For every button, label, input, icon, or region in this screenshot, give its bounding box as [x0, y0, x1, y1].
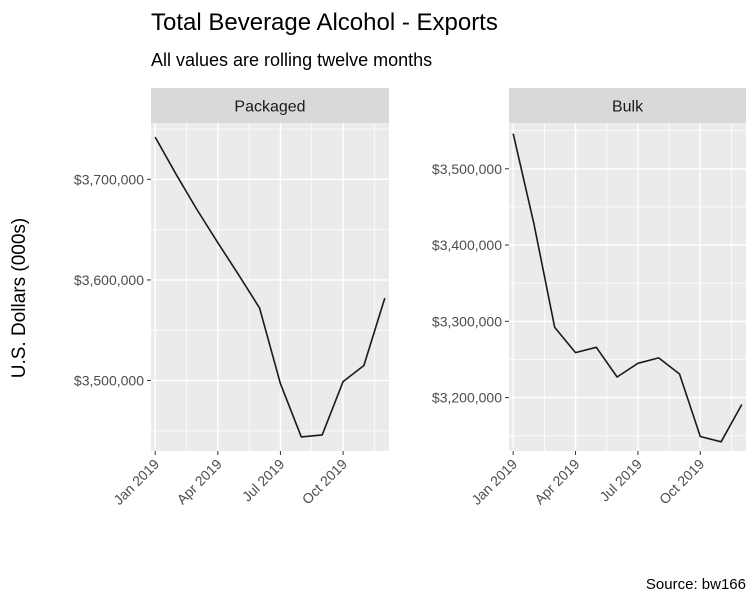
data-point — [216, 241, 220, 245]
data-point — [677, 372, 681, 376]
y-tick-label: $3,300,000 — [432, 313, 502, 329]
panel-bulk: Bulk $3,200,000 $3,300,000 $3,400,000 $3,500… — [432, 88, 746, 508]
data-point — [532, 222, 536, 226]
data-point — [553, 325, 557, 329]
data-point — [299, 435, 303, 439]
data-point — [153, 135, 157, 139]
x-tick-label: Jan 2019 — [110, 456, 162, 508]
data-point — [195, 208, 199, 212]
y-tick-label: $3,200,000 — [432, 390, 502, 406]
data-point — [615, 375, 619, 379]
data-point — [511, 132, 515, 136]
data-point — [719, 440, 723, 444]
x-tick-label: Oct 2019 — [656, 456, 708, 508]
panel-background — [151, 123, 389, 451]
facet-strip — [151, 88, 389, 123]
data-point — [740, 402, 744, 406]
y-tick-label: $3,500,000 — [74, 373, 144, 389]
data-point — [258, 306, 262, 310]
data-point — [174, 172, 178, 176]
series-line-packaged — [154, 136, 386, 438]
x-tick-label: Apr 2019 — [531, 456, 583, 508]
x-tick-label: Jul 2019 — [239, 456, 288, 505]
data-point — [594, 345, 598, 349]
panel-background — [509, 123, 746, 451]
x-tick-label: Jan 2019 — [468, 456, 520, 508]
chart-subtitle: All values are rolling twelve months — [151, 50, 432, 70]
data-point — [657, 356, 661, 360]
y-axis-title: U.S. Dollars (000s) — [9, 218, 30, 379]
y-tick-label: $3,700,000 — [74, 171, 144, 187]
data-point — [341, 380, 345, 384]
facet-strip-label: Bulk — [612, 99, 644, 116]
data-point — [383, 296, 387, 300]
data-point — [278, 382, 282, 386]
x-tick-label: Oct 2019 — [299, 456, 351, 508]
data-point — [320, 433, 324, 437]
x-tick-label: Jul 2019 — [596, 456, 645, 505]
data-point — [698, 435, 702, 439]
series-line-bulk — [512, 133, 743, 443]
facet-strip — [509, 88, 746, 123]
chart-title: Total Beverage Alcohol - Exports — [151, 9, 498, 36]
x-tick-label: Apr 2019 — [173, 456, 225, 508]
data-point — [237, 273, 241, 277]
data-point — [636, 361, 640, 365]
data-point — [362, 363, 366, 367]
facet-panels: Packaged $3,500,000 $3,600,000 $3,700,000 Ja… — [74, 88, 746, 508]
data-point — [574, 351, 578, 355]
y-tick-label: $3,600,000 — [74, 272, 144, 288]
panel-packaged: Packaged $3,500,000 $3,600,000 $3,700,000 Ja… — [74, 88, 389, 508]
facet-strip-label: Packaged — [234, 99, 305, 116]
y-tick-label: $3,400,000 — [432, 237, 502, 253]
chart-caption: Source: bw166 — [646, 576, 746, 593]
y-tick-label: $3,500,000 — [432, 161, 502, 177]
